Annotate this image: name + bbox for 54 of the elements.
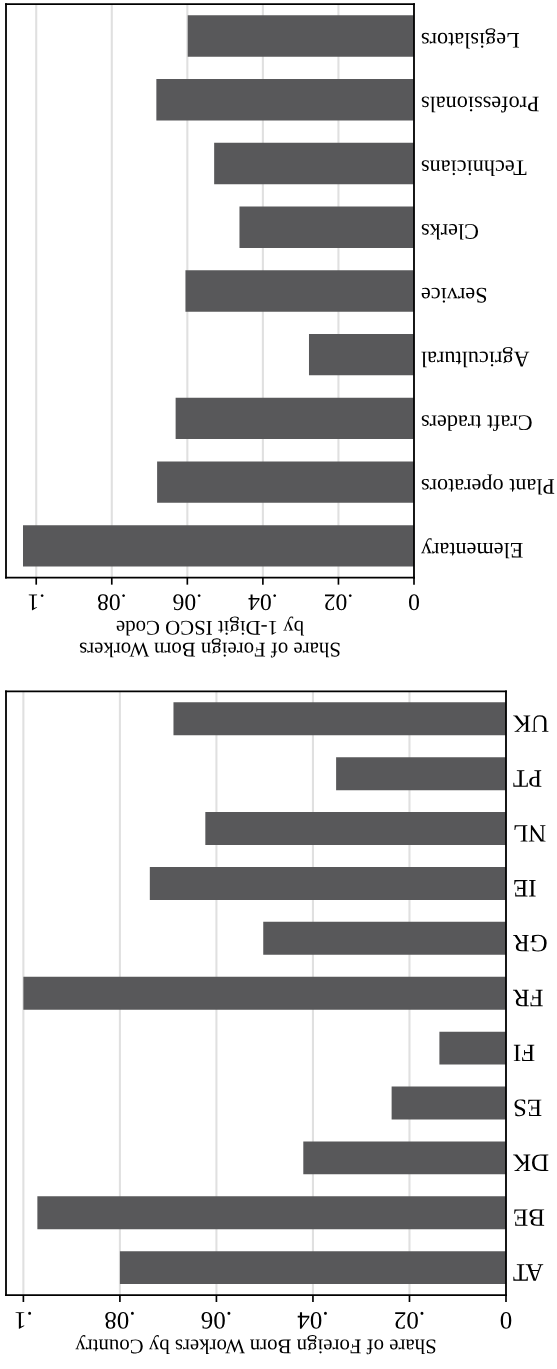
bar (205, 812, 506, 846)
y-tick-label: Craft traders (421, 415, 532, 432)
y-tick-label: Plant operators (421, 474, 555, 495)
bar (214, 142, 414, 185)
y-tick-label: UK (513, 715, 549, 732)
y-tick-label: NL (514, 825, 546, 842)
y-tick-label: DK (513, 1154, 549, 1171)
bar (185, 270, 414, 312)
y-tick-label: Agricultural (421, 346, 530, 368)
bar (23, 525, 414, 567)
x-axis-title: Share of Foreign Born Workers by Country (75, 1335, 436, 1355)
x-tick-label: .1 (28, 594, 44, 611)
y-tick-label: Service (421, 287, 487, 303)
bar (157, 461, 414, 503)
y-tick-label: Professionals (421, 96, 539, 113)
x-tick-label: 0 (409, 594, 419, 611)
y-tick-label: FI (513, 1044, 535, 1062)
bar (308, 333, 414, 376)
x-axis-title: Share of Foreign Born Workers by 1-Digit ISCO Code (79, 616, 340, 658)
y-tick-label: AT (513, 1264, 544, 1281)
bar (391, 1086, 506, 1120)
bar (156, 79, 414, 121)
x-tick-label: .04 (297, 1311, 327, 1329)
bar (173, 702, 506, 736)
bar (239, 206, 414, 248)
bar (439, 1031, 506, 1065)
y-tick-label: GR (512, 934, 547, 952)
bar (303, 1141, 506, 1175)
bar (187, 15, 414, 57)
y-tick-label: IE (514, 880, 536, 897)
x-tick-label: .02 (324, 594, 352, 611)
y-tick-label: ES (514, 1099, 542, 1117)
bar (175, 397, 414, 440)
x-tick-label: 0 (500, 1311, 512, 1329)
y-tick-label: Legislators (421, 28, 520, 49)
x-tick-label: .02 (395, 1311, 424, 1329)
y-tick-label: BE (514, 1209, 545, 1226)
bar (263, 921, 506, 955)
bar (336, 757, 506, 791)
y-tick-label: Elementary (421, 538, 523, 559)
x-tick-label: .04 (248, 594, 277, 611)
x-tick-label: .08 (97, 594, 125, 611)
x-tick-label: .1 (15, 1311, 32, 1329)
bar (23, 976, 506, 1010)
x-tick-label: .08 (105, 1311, 134, 1329)
bar (149, 866, 506, 900)
bar (37, 1196, 506, 1230)
bar (119, 1251, 506, 1285)
y-tick-label: Clerks (421, 223, 479, 240)
y-tick-label: PT (513, 770, 542, 787)
y-tick-label: FR (512, 989, 543, 1007)
x-tick-label: .06 (173, 594, 201, 611)
y-tick-label: Technicians (421, 160, 527, 176)
x-tick-label: .06 (201, 1311, 231, 1329)
